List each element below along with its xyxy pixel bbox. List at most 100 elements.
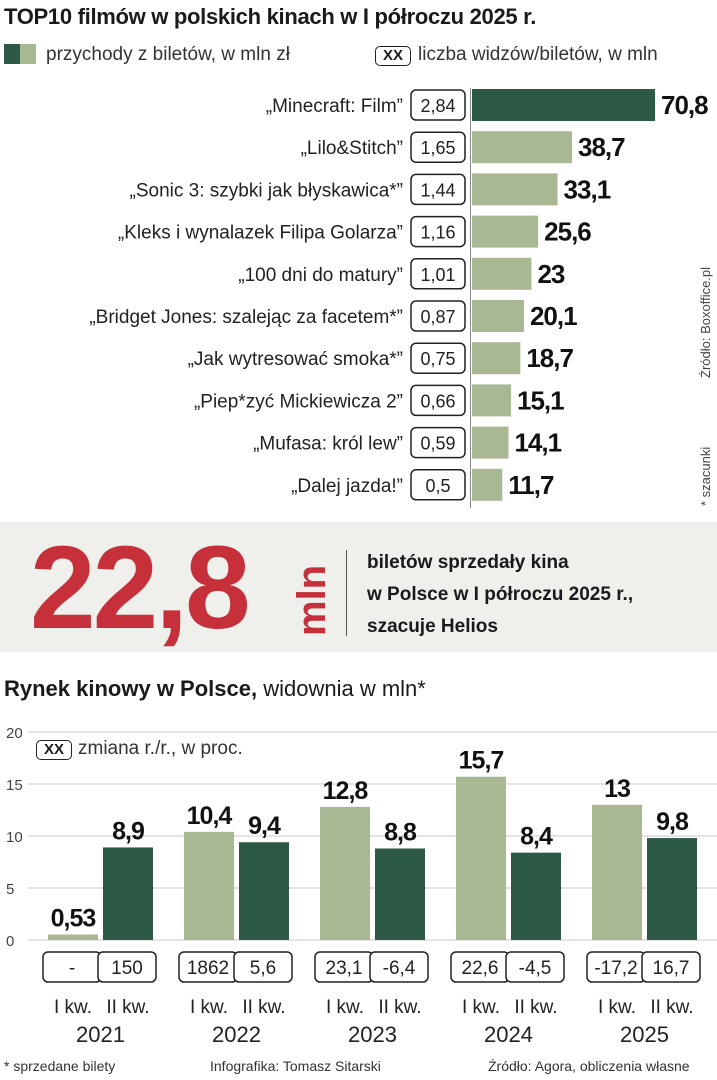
market-quarter-label: II kw. xyxy=(106,997,149,1018)
top10-bar xyxy=(472,300,524,332)
legend-viewers-label: liczba widzów/biletów, w mln xyxy=(418,44,658,65)
market-change-label: -6,4 xyxy=(383,958,416,979)
legend-swatch-dark xyxy=(4,44,20,64)
top10-viewers-box xyxy=(410,469,466,501)
market-bar xyxy=(48,934,98,940)
market-change-label: 22,6 xyxy=(462,958,499,979)
top10-viewers-label: 1,01 xyxy=(420,265,455,285)
market-bar xyxy=(456,776,506,940)
top10-category-label: „Lilo&Stitch” xyxy=(301,138,403,159)
legend-xx-box: XX xyxy=(375,46,411,66)
top10-viewers-box xyxy=(410,258,466,290)
market-change-box xyxy=(505,951,565,983)
highlight-value: 22,8 xyxy=(30,522,251,654)
top10-bar xyxy=(472,215,539,248)
top10-value-label: 25,6 xyxy=(544,217,591,247)
top10-viewers-label: 2,84 xyxy=(420,96,455,116)
top10-viewers-box xyxy=(410,426,466,459)
top10-bar xyxy=(472,131,573,164)
highlight-line-1: biletów sprzedały kina xyxy=(367,552,569,573)
market-quarter-label: I kw. xyxy=(190,997,228,1018)
market-value-label: 8,8 xyxy=(384,818,417,846)
top10-viewers-label: 1,16 xyxy=(420,223,455,243)
market-year-label: 2021 xyxy=(76,1022,125,1047)
top10-viewers-label: 0,75 xyxy=(420,349,455,369)
market-bar xyxy=(375,848,425,940)
market-change-label: 150 xyxy=(111,958,143,979)
top10-value-label: 23 xyxy=(537,259,564,289)
market-legend-label: zmiana r./r., w proc. xyxy=(78,738,243,759)
market-bar xyxy=(184,831,234,940)
market-bar xyxy=(511,852,561,940)
top10-bar xyxy=(472,468,503,501)
market-ytick-label: 15 xyxy=(6,777,23,794)
market-title: Rynek kinowy w Polsce, widownia w mln* xyxy=(4,676,426,702)
top10-viewers-label: 1,44 xyxy=(420,180,455,200)
market-change-label: 23,1 xyxy=(326,958,363,979)
top10-viewers-box xyxy=(410,215,466,248)
market-bar xyxy=(647,838,697,940)
top10-viewers-box xyxy=(410,300,466,332)
top10-viewers-label: 0,66 xyxy=(420,391,455,411)
market-quarter-label: I kw. xyxy=(598,997,636,1018)
top10-bar xyxy=(472,173,558,206)
market-value-label: 0,53 xyxy=(51,904,96,932)
highlight-separator xyxy=(346,550,347,636)
top10-value-label: 20,1 xyxy=(530,301,577,331)
market-change-label: 16,7 xyxy=(653,958,690,979)
top10-viewers-box xyxy=(410,173,466,206)
highlight-line-2: w Polsce w I półroczu 2025 r., xyxy=(367,584,634,605)
top10-viewers-box xyxy=(410,342,466,374)
top10-viewers-label: 0,59 xyxy=(420,434,455,454)
market-change-label: - xyxy=(69,958,75,979)
market-chart: 0 5 10 15 20 0,53 - I kw. 8,9 150 II kw. 2021 10,4 18… xyxy=(6,725,717,1047)
top10-viewers-label: 0,87 xyxy=(420,307,455,327)
market-ytick-label: 10 xyxy=(6,829,23,846)
highlight-unit: mln xyxy=(290,564,334,636)
top10-value-label: 38,7 xyxy=(578,132,625,162)
market-bar xyxy=(103,847,153,940)
top10-note: * szacunki xyxy=(698,446,713,506)
highlight-line-3: szacuje Helios xyxy=(367,616,498,637)
market-change-box xyxy=(233,951,293,983)
market-value-label: 8,9 xyxy=(112,817,144,845)
market-ytick-label: 20 xyxy=(6,725,23,742)
top10-viewers-label: 0,5 xyxy=(425,476,450,496)
market-bar xyxy=(239,842,289,940)
market-quarter-label: II kw. xyxy=(514,997,557,1018)
market-year-label: 2024 xyxy=(484,1022,533,1047)
top10-value-label: 18,7 xyxy=(526,343,573,373)
top10-category-label: „Piep*zyć Mickiewicza 2” xyxy=(194,391,403,412)
market-change-label: 5,6 xyxy=(250,958,276,979)
market-value-label: 9,4 xyxy=(248,812,281,840)
highlight-band xyxy=(0,522,717,652)
top10-bar xyxy=(472,89,655,121)
market-quarter-label: II kw. xyxy=(650,997,693,1018)
legend-revenue-label: przychody z biletów, w mln zł xyxy=(46,44,290,65)
market-value-label: 13 xyxy=(604,775,630,803)
market-value-label: 10,4 xyxy=(187,802,233,830)
footer-source: Źródło: Agora, obliczenia własne xyxy=(488,1058,690,1074)
market-quarter-label: II kw. xyxy=(378,997,421,1018)
market-bar xyxy=(320,806,370,940)
top10-category-label: „Jak wytresować smoka*” xyxy=(188,349,403,370)
top10-category-label: „Kleks i wynalazek Filipa Golarza” xyxy=(118,223,403,244)
market-change-label: -4,5 xyxy=(519,958,552,979)
top10-category-label: „100 dni do matury” xyxy=(238,265,403,286)
market-value-label: 8,4 xyxy=(520,823,553,851)
market-value-label: 12,8 xyxy=(323,777,369,805)
top10-value-label: 33,1 xyxy=(564,174,611,204)
market-bar xyxy=(592,804,642,940)
market-change-label: 1862 xyxy=(187,958,229,979)
market-year-label: 2022 xyxy=(212,1022,261,1047)
top10-bar xyxy=(472,342,521,375)
top10-title: TOP10 filmów w polskich kinach w I półro… xyxy=(4,4,537,29)
market-title-bold: Rynek kinowy w Polsce, xyxy=(4,676,258,701)
market-title-rest: widownia w mln* xyxy=(257,676,426,701)
market-quarter-label: I kw. xyxy=(54,997,92,1018)
top10-category-label: „Sonic 3: szybki jak błyskawica*” xyxy=(130,180,403,201)
top10-viewers-box xyxy=(410,384,466,417)
top10-value-label: 15,1 xyxy=(517,385,564,415)
top10-divider xyxy=(470,88,471,508)
market-value-label: 15,7 xyxy=(459,747,504,775)
